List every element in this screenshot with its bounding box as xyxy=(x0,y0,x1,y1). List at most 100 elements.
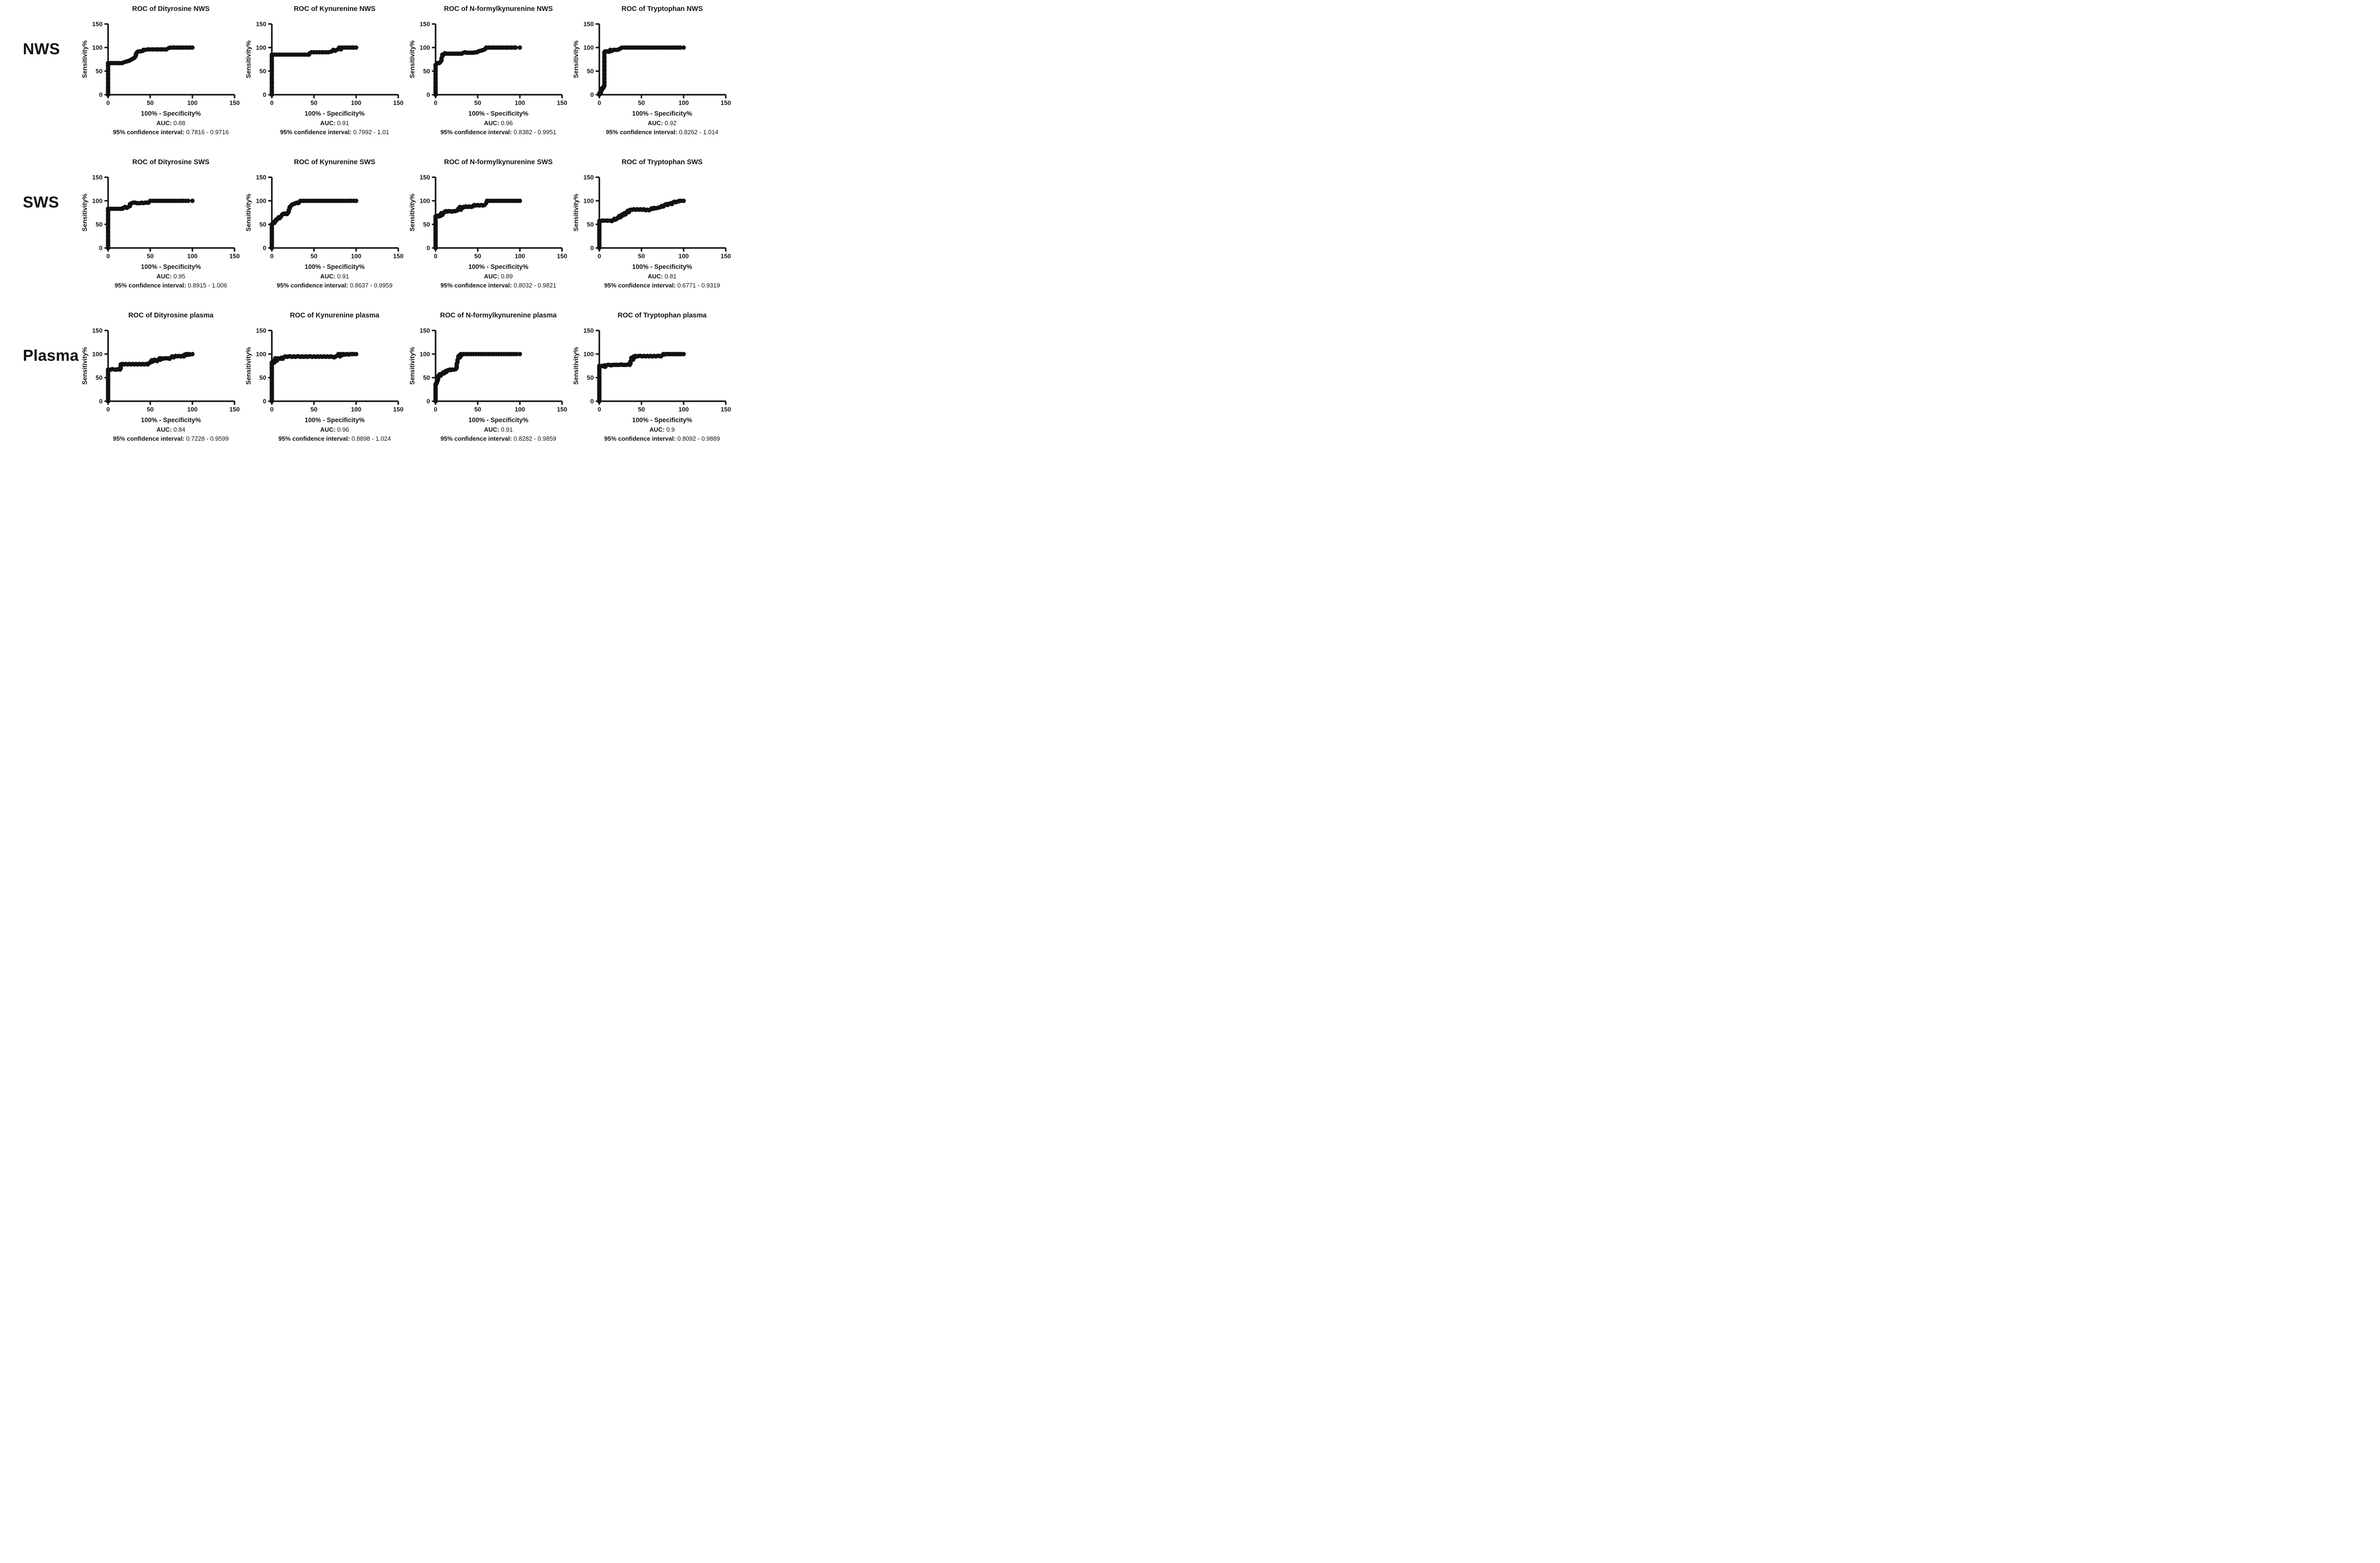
y-tick-label: 100 xyxy=(92,197,103,204)
y-tick-label: 0 xyxy=(99,245,102,252)
x-tick-label: 100 xyxy=(515,99,525,106)
x-tick-label: 0 xyxy=(597,406,601,413)
roc-curve-canvas: 0 50 100 150 0 50 100 150 Sensitivity% xyxy=(408,327,567,413)
roc-curve-canvas: 0 50 100 150 0 50 100 150 Sensitivity% xyxy=(572,174,731,259)
x-tick-label: 150 xyxy=(229,252,240,259)
roc-data-point xyxy=(517,198,522,203)
roc-plot-dityrosine-sws: ROC of Dityrosine SWS 0 50 100 150 0 50 100 150 S… xyxy=(79,157,242,310)
y-tick-label: 50 xyxy=(96,68,102,75)
plot-title: ROC of Tryptophan SWS xyxy=(622,158,703,166)
y-tick-label: 50 xyxy=(423,221,430,228)
row-label-nws: NWS xyxy=(23,40,60,58)
y-axis-label: Sensitivity% xyxy=(245,347,252,385)
y-tick-label: 50 xyxy=(587,68,594,75)
y-tick-label: 100 xyxy=(256,197,267,204)
y-tick-label: 150 xyxy=(420,174,430,181)
x-tick-label: 100 xyxy=(351,406,361,413)
y-tick-label: 0 xyxy=(590,245,594,252)
roc-data-point xyxy=(681,45,686,50)
roc-plot-n-formylkynurenine-sws: ROC of N-formylkynurenine SWS 0 50 100 150 0 5… xyxy=(407,157,569,310)
auc-value: AUC: 0.96 xyxy=(320,425,349,433)
y-tick-label: 0 xyxy=(426,245,430,252)
x-tick-label: 100 xyxy=(187,252,198,259)
x-axis-label: 100% - Specificity% xyxy=(140,109,201,117)
row-label-plasma: Plasma xyxy=(23,346,79,364)
plot-title: ROC of N-formylkynurenine NWS xyxy=(444,5,553,13)
roc-data-point xyxy=(517,45,522,50)
x-tick-label: 0 xyxy=(597,99,601,106)
roc-curve-canvas: 0 50 100 150 0 50 100 150 Sensitivity% xyxy=(245,20,404,106)
y-tick-label: 0 xyxy=(590,398,594,405)
x-tick-label: 50 xyxy=(310,99,317,106)
plot-title: ROC of Tryptophan plasma xyxy=(617,312,707,319)
plot-title: ROC of Kynurenine plasma xyxy=(290,312,379,319)
y-tick-label: 0 xyxy=(99,91,102,99)
row-charts-nws: ROC of Dityrosine NWS 0 50 100 150 0 50 100 150 S… xyxy=(79,4,733,157)
y-tick-label: 50 xyxy=(259,68,266,75)
x-tick-label: 50 xyxy=(638,252,645,259)
x-axis-label: 100% - Specificity% xyxy=(632,416,693,424)
x-tick-label: 150 xyxy=(229,406,240,413)
y-tick-label: 0 xyxy=(426,91,430,99)
x-tick-label: 50 xyxy=(310,406,317,413)
roc-curve-canvas: 0 50 100 150 0 50 100 150 Sensitivity% xyxy=(572,327,731,413)
x-axis-label: 100% - Specificity% xyxy=(468,416,529,424)
y-tick-label: 150 xyxy=(92,174,103,181)
y-tick-label: 50 xyxy=(587,221,594,228)
y-axis-label: Sensitivity% xyxy=(572,194,579,231)
confidence-interval: 95% confidence interval: 0.8915 - 1.006 xyxy=(114,281,228,289)
y-tick-label: 0 xyxy=(590,91,594,99)
confidence-interval: 95% confidence interval: 0.8282 - 0.9859 xyxy=(440,435,556,442)
roc-data-point xyxy=(190,352,195,356)
plot-title: ROC of Kynurenine NWS xyxy=(294,5,376,13)
x-tick-label: 50 xyxy=(147,99,153,106)
x-tick-label: 150 xyxy=(393,99,404,106)
roc-curve-canvas: 0 50 100 150 0 50 100 150 Sensitivity% xyxy=(81,327,240,413)
row-label-sws: SWS xyxy=(23,193,60,211)
x-axis-label: 100% - Specificity% xyxy=(140,263,201,270)
roc-curve-canvas: 0 50 100 150 0 50 100 150 Sensitivity% xyxy=(408,174,567,259)
x-tick-label: 0 xyxy=(434,252,437,259)
row-charts-plasma: ROC of Dityrosine plasma 0 50 100 150 0 50 100 1… xyxy=(79,310,733,464)
y-tick-label: 100 xyxy=(584,350,594,357)
x-tick-label: 100 xyxy=(351,99,361,106)
x-tick-label: 150 xyxy=(557,252,567,259)
roc-data-point xyxy=(354,45,358,50)
y-tick-label: 50 xyxy=(423,374,430,381)
x-tick-label: 100 xyxy=(351,252,361,259)
x-axis-label: 100% - Specificity% xyxy=(304,109,365,117)
x-tick-label: 0 xyxy=(434,99,437,106)
plot-title: ROC of Dityrosine NWS xyxy=(132,5,210,13)
row-plasma: Plasma ROC of Dityrosine plasma 0 50 100 150… xyxy=(0,310,733,464)
y-axis-label: Sensitivity% xyxy=(572,347,579,385)
confidence-interval: 95% confidence interval: 0.8898 - 1.024 xyxy=(278,435,391,442)
x-tick-label: 50 xyxy=(147,406,153,413)
roc-curve-canvas: 0 50 100 150 0 50 100 150 Sensitivity% xyxy=(81,174,240,259)
x-tick-label: 50 xyxy=(147,252,153,259)
x-tick-label: 150 xyxy=(557,406,567,413)
plot-title: ROC of Tryptophan NWS xyxy=(621,5,703,13)
roc-plot-tryptophan-plasma: ROC of Tryptophan plasma 0 50 100 150 0 50 100 1… xyxy=(570,310,733,464)
x-tick-label: 50 xyxy=(638,406,645,413)
roc-data-point xyxy=(681,198,686,203)
roc-data-point xyxy=(186,198,191,203)
y-tick-label: 0 xyxy=(263,398,266,405)
roc-plot-dityrosine-nws: ROC of Dityrosine NWS 0 50 100 150 0 50 100 150 S… xyxy=(79,4,242,157)
y-axis-label: Sensitivity% xyxy=(81,40,88,78)
roc-plot-kynurenine-nws: ROC of Kynurenine NWS 0 50 100 150 0 50 100 150 S… xyxy=(243,4,406,157)
roc-data-point xyxy=(354,198,358,203)
y-tick-label: 0 xyxy=(263,245,266,252)
y-axis-label: Sensitivity% xyxy=(81,347,88,385)
y-tick-label: 100 xyxy=(420,350,430,357)
x-tick-label: 100 xyxy=(678,99,689,106)
x-tick-label: 100 xyxy=(515,406,525,413)
roc-plot-kynurenine-plasma: ROC of Kynurenine plasma 0 50 100 150 0 50 100 1… xyxy=(243,310,406,464)
y-tick-label: 150 xyxy=(92,20,103,28)
auc-value: AUC: 0.9 xyxy=(649,425,675,433)
y-axis-label: Sensitivity% xyxy=(408,347,416,385)
confidence-interval: 95% confidence interval: 0.7228 - 0.9599 xyxy=(113,435,229,442)
y-tick-label: 150 xyxy=(256,20,267,28)
y-tick-label: 50 xyxy=(259,374,266,381)
y-tick-label: 100 xyxy=(92,350,103,357)
x-tick-label: 0 xyxy=(106,252,109,259)
